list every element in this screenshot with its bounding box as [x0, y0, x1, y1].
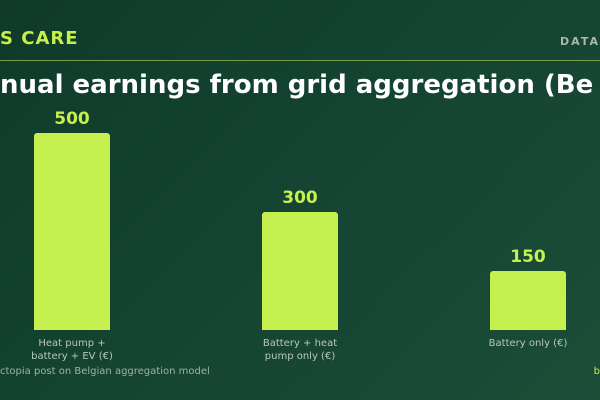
bar	[490, 270, 566, 330]
value-label: 500	[54, 109, 90, 129]
category-label: Battery + heat pump only (€)	[262, 338, 338, 362]
footer-link: b	[593, 366, 600, 377]
brand: S CARE	[0, 28, 79, 49]
category-label: Battery only (€)	[488, 338, 568, 349]
bar	[262, 211, 338, 330]
bar	[34, 133, 110, 330]
source-note: ctopia post on Belgian aggregation model	[0, 366, 210, 377]
chart-title: nual earnings from grid aggregation (Be	[0, 70, 594, 100]
section-tag: DATA	[560, 35, 600, 48]
value-label: 150	[510, 246, 546, 267]
value-label: 300	[282, 187, 318, 208]
divider	[0, 60, 600, 61]
category-label: Heat pump + battery + EV (€)	[31, 338, 113, 362]
